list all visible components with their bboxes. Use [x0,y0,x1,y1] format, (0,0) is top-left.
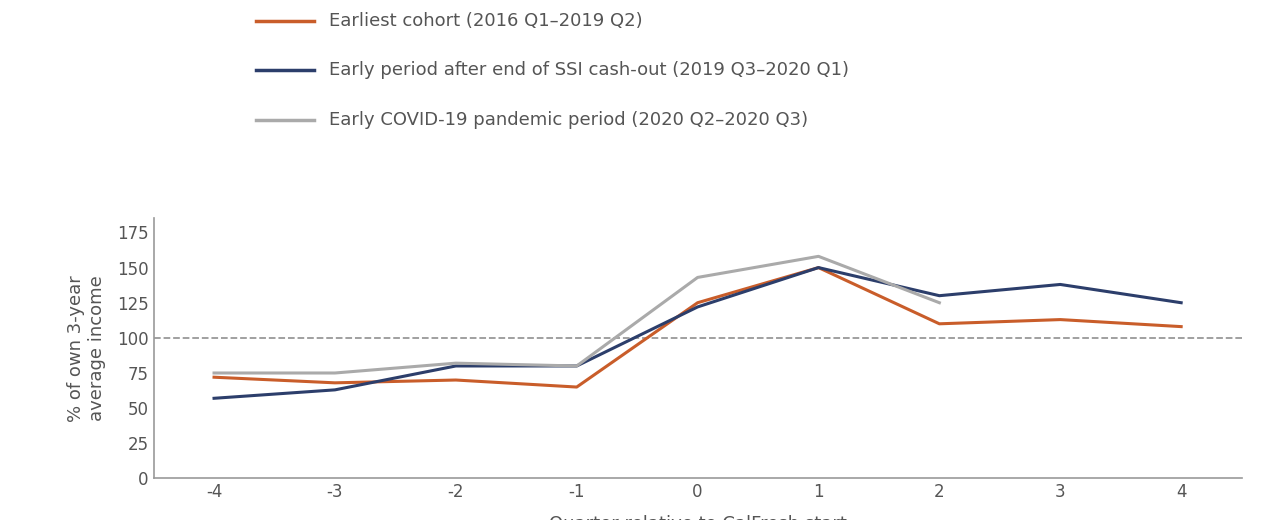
Text: Early period after end of SSI cash-out (2019 Q3–2020 Q1): Early period after end of SSI cash-out (… [329,61,849,79]
X-axis label: Quarter relative to CalFresh start: Quarter relative to CalFresh start [549,515,846,520]
Text: Earliest cohort (2016 Q1–2019 Q2): Earliest cohort (2016 Q1–2019 Q2) [329,12,643,30]
Text: Early COVID-19 pandemic period (2020 Q2–2020 Q3): Early COVID-19 pandemic period (2020 Q2–… [329,111,808,128]
Y-axis label: % of own 3-year
average income: % of own 3-year average income [67,275,106,422]
